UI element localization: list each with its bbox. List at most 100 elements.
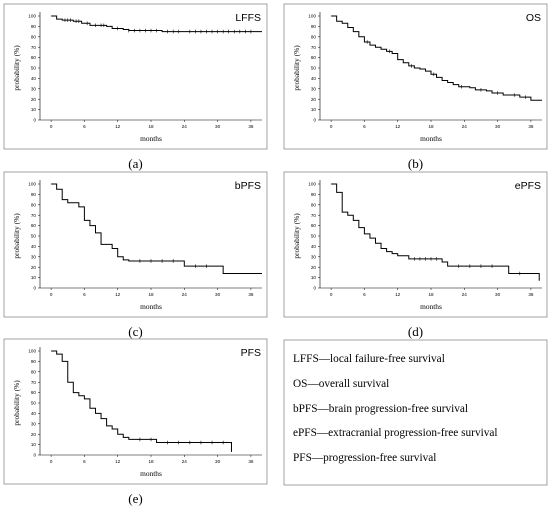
y-tick-label: 80 <box>31 369 37 374</box>
y-tick-label: 40 <box>31 76 37 81</box>
x-tick-label: 12 <box>115 124 121 129</box>
panel-title: bPFS <box>235 180 261 192</box>
y-tick-label: 90 <box>31 359 37 364</box>
y-tick-label: 100 <box>28 182 36 187</box>
y-tick-label: 30 <box>311 254 317 259</box>
y-tick-label: 80 <box>311 34 317 39</box>
panel-title: OS <box>526 12 541 24</box>
y-tick-label: 0 <box>33 118 36 123</box>
x-axis-label: months <box>140 469 162 478</box>
x-tick-label: 36 <box>528 292 534 297</box>
panel-title: ePFS <box>515 180 541 192</box>
y-tick-label: 80 <box>31 34 37 39</box>
panel-caption: (d) <box>408 324 423 339</box>
x-tick-label: 18 <box>428 124 434 129</box>
y-tick-label: 50 <box>31 66 37 71</box>
x-tick-label: 36 <box>248 124 254 129</box>
y-tick-label: 10 <box>311 107 317 112</box>
panel-frame <box>283 171 548 318</box>
y-tick-label: 50 <box>311 66 317 71</box>
y-tick-label: 40 <box>31 244 37 249</box>
y-tick-label: 100 <box>28 14 36 19</box>
x-tick-label: 18 <box>148 292 154 297</box>
y-tick-label: 20 <box>31 432 37 437</box>
panel-frame <box>3 171 268 318</box>
x-tick-label: 30 <box>215 292 221 297</box>
legend-line-lffs: LFFS—local failure-free survival <box>293 353 445 365</box>
y-tick-label: 100 <box>28 349 36 354</box>
y-tick-label: 90 <box>31 192 37 197</box>
y-axis-label: probability (%) <box>12 45 21 91</box>
x-tick-label: 24 <box>182 459 188 464</box>
y-tick-label: 60 <box>31 223 37 228</box>
y-tick-label: 20 <box>31 97 37 102</box>
x-tick-label: 30 <box>495 124 501 129</box>
y-tick-label: 80 <box>311 202 317 207</box>
legend-line-bpfs: bPFS—brain progression-free survival <box>293 403 468 415</box>
y-tick-label: 0 <box>33 286 36 291</box>
x-tick-label: 30 <box>215 459 221 464</box>
y-tick-label: 30 <box>31 254 37 259</box>
y-tick-label: 90 <box>31 24 37 29</box>
y-tick-label: 20 <box>31 265 37 270</box>
x-tick-label: 6 <box>83 124 86 129</box>
y-tick-label: 0 <box>313 286 316 291</box>
x-tick-label: 18 <box>428 292 434 297</box>
legend: LFFS—local failure-free survival OS—over… <box>283 339 548 486</box>
x-tick-label: 0 <box>50 459 53 464</box>
legend-line-epfs: ePFS—extracranial progression-free survi… <box>293 427 498 439</box>
panel-caption: (b) <box>408 156 423 171</box>
x-tick-label: 30 <box>495 292 501 297</box>
y-tick-label: 0 <box>313 118 316 123</box>
y-tick-label: 90 <box>311 24 317 29</box>
y-tick-label: 80 <box>31 202 37 207</box>
y-tick-label: 30 <box>31 421 37 426</box>
y-tick-label: 20 <box>311 97 317 102</box>
survival-curve <box>331 183 540 281</box>
panel-caption: (a) <box>128 156 142 171</box>
panel-caption: (c) <box>128 324 142 339</box>
y-tick-label: 60 <box>31 390 37 395</box>
x-tick-label: 0 <box>50 124 53 129</box>
panel-frame <box>283 3 548 150</box>
survival-curve <box>331 15 542 101</box>
y-tick-label: 40 <box>311 244 317 249</box>
survival-curve <box>51 183 262 274</box>
y-tick-label: 100 <box>308 14 316 19</box>
y-tick-label: 60 <box>311 223 317 228</box>
x-tick-label: 36 <box>248 292 254 297</box>
x-axis-label: months <box>420 302 442 311</box>
x-tick-label: 6 <box>363 124 366 129</box>
y-axis-label: probability (%) <box>12 380 21 426</box>
x-tick-label: 6 <box>83 459 86 464</box>
survival-curve <box>51 350 232 452</box>
x-tick-label: 6 <box>363 292 366 297</box>
y-tick-label: 70 <box>311 213 317 218</box>
y-tick-label: 100 <box>308 182 316 187</box>
y-tick-label: 40 <box>31 411 37 416</box>
y-tick-label: 70 <box>31 213 37 218</box>
y-tick-label: 60 <box>31 55 37 60</box>
legend-frame <box>283 339 548 486</box>
y-axis-label: probability (%) <box>292 213 301 259</box>
x-tick-label: 12 <box>395 124 401 129</box>
y-tick-label: 30 <box>31 86 37 91</box>
y-axis-label: probability (%) <box>292 45 301 91</box>
panel-title: LFFS <box>235 12 261 24</box>
x-tick-label: 36 <box>528 124 534 129</box>
y-tick-label: 10 <box>31 275 37 280</box>
x-axis-label: months <box>140 134 162 143</box>
x-tick-label: 24 <box>462 124 468 129</box>
panel-c: 0 10 20 30 40 50 60 70 80 90 100 0 6 12 18 24 30 36 bPFS mo… <box>3 171 268 339</box>
legend-line-os: OS—overall survival <box>293 378 389 390</box>
y-tick-label: 0 <box>33 453 36 458</box>
y-tick-label: 50 <box>31 401 37 406</box>
y-tick-label: 70 <box>31 45 37 50</box>
y-tick-label: 10 <box>311 275 317 280</box>
x-tick-label: 0 <box>50 292 53 297</box>
y-tick-label: 40 <box>311 76 317 81</box>
x-tick-label: 6 <box>83 292 86 297</box>
panel-frame <box>3 3 268 150</box>
panel-e: 0 10 20 30 40 50 60 70 80 90 100 0 6 12 18 24 30 36 PFS mon… <box>3 338 268 506</box>
